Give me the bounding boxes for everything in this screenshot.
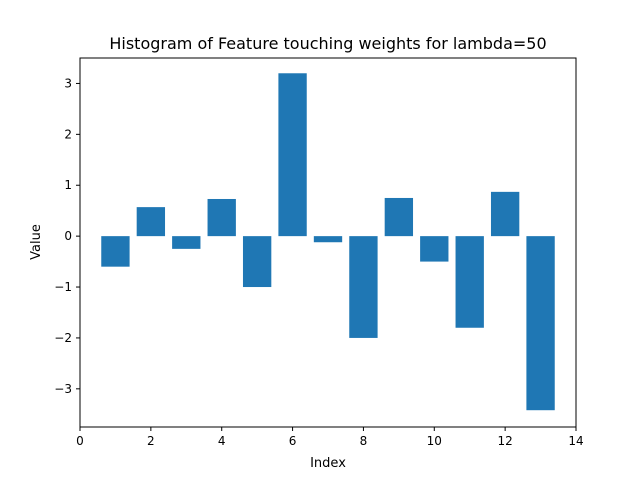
y-tick-label: −2 (54, 331, 72, 345)
y-tick-label: 3 (64, 76, 72, 90)
x-tick-label: 2 (147, 434, 155, 448)
x-tick-label: 12 (498, 434, 513, 448)
bar-4 (207, 198, 236, 237)
bar-13 (526, 236, 555, 411)
chart-title: Histogram of Feature touching weights fo… (109, 34, 546, 53)
x-axis-label: Index (310, 456, 346, 471)
bar-1 (101, 236, 130, 267)
bar-12 (490, 191, 520, 237)
bar-10 (420, 236, 449, 262)
y-tick-label: −1 (54, 280, 72, 294)
plot-frame (79, 57, 577, 428)
x-tick-label: 14 (568, 434, 583, 448)
bar-5 (242, 236, 272, 288)
bar-3 (172, 236, 201, 249)
x-tick-label: 10 (427, 434, 442, 448)
y-tick-label: 2 (64, 127, 72, 141)
y-tick-label: −3 (54, 382, 72, 396)
y-tick-label: 0 (64, 229, 72, 243)
bar-11 (455, 236, 484, 328)
y-tick-label: 1 (64, 178, 72, 192)
x-tick-label: 6 (289, 434, 297, 448)
x-tick-label: 0 (76, 434, 84, 448)
x-tick-label: 4 (218, 434, 226, 448)
bar-7 (313, 236, 343, 243)
bar-2 (136, 207, 166, 237)
bars-layer (101, 73, 555, 411)
bar-9 (384, 197, 414, 237)
bar-8 (349, 236, 378, 338)
y-axis-label: Value (29, 224, 44, 260)
x-tick-label: 8 (360, 434, 368, 448)
bar-6 (278, 73, 307, 237)
